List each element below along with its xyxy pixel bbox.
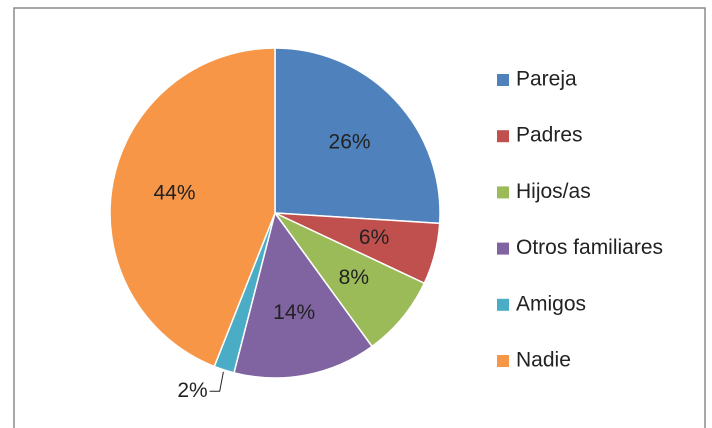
legend-label: Nadie	[516, 349, 571, 372]
legend-swatch	[497, 298, 509, 311]
pie-slice	[274, 47, 441, 225]
legend-swatch	[497, 186, 509, 199]
data-label: 8%	[339, 266, 369, 289]
legend-swatch	[497, 355, 509, 367]
legend-swatch	[497, 130, 509, 143]
legend-swatch	[497, 74, 509, 86]
data-label: 6%	[359, 226, 389, 249]
legend-label: Padres	[516, 124, 583, 147]
legend-label: Hijos/as	[516, 180, 591, 203]
data-label: 14%	[273, 301, 315, 324]
pie-slice	[233, 211, 374, 379]
data-label: 44%	[153, 181, 195, 204]
leader-line	[209, 371, 224, 392]
legend-swatch	[497, 242, 509, 255]
data-label: 26%	[329, 131, 371, 154]
data-label: 2%	[177, 379, 207, 402]
legend-label: Otros familiares	[516, 236, 663, 259]
pie-slice	[109, 47, 276, 368]
legend-label: Pareja	[516, 68, 577, 91]
legend-label: Amigos	[516, 292, 586, 315]
